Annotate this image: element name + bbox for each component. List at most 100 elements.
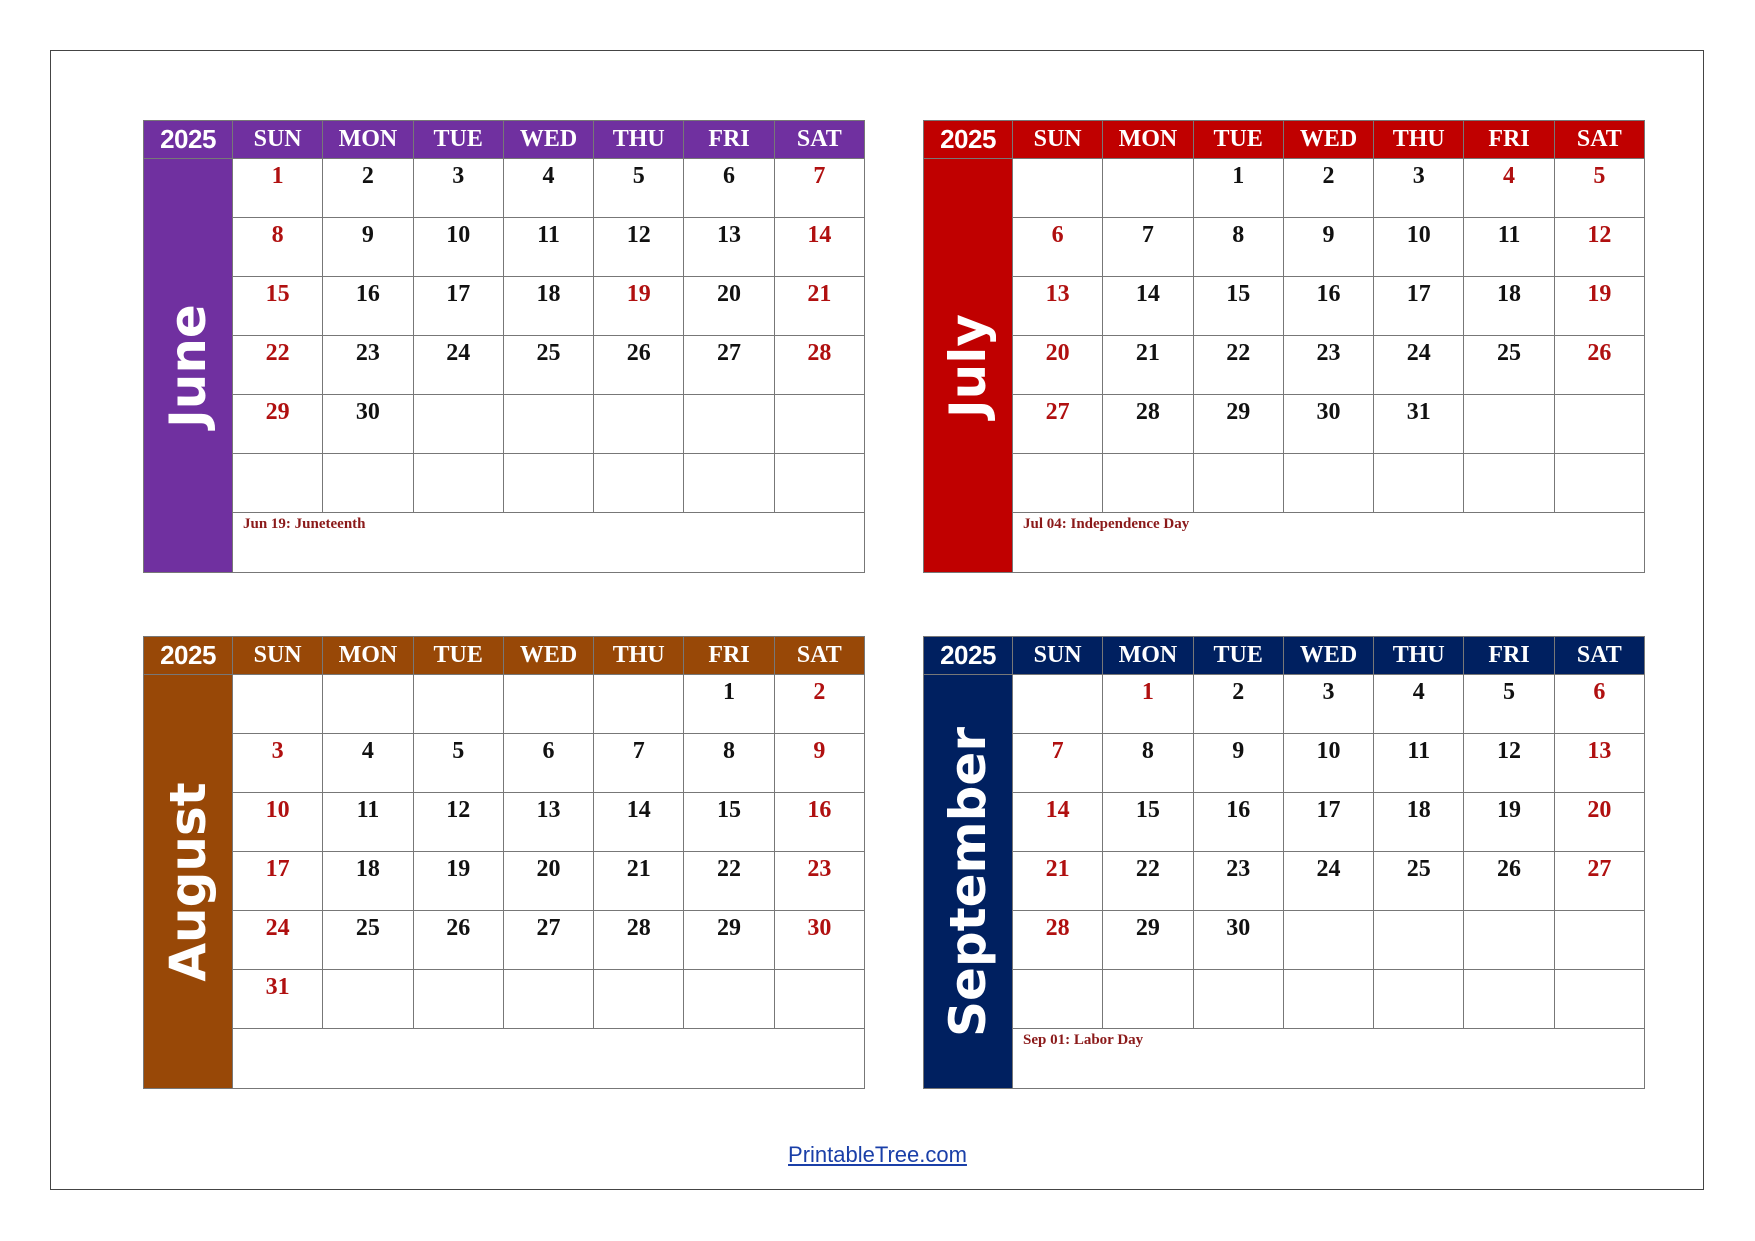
- weekday-sun: SUN: [231, 120, 324, 159]
- calendar-august: 2025 SUN MON TUE WED THU FRI SAT August 1 2 3 4 5 6 7 8 9…: [143, 636, 866, 1095]
- day-cell: 25: [322, 910, 414, 970]
- day-cell: 19: [593, 276, 685, 336]
- day-cell: 16: [322, 276, 414, 336]
- weekday-mon: MON: [322, 120, 414, 159]
- calendar-july: 2025 SUN MON TUE WED THU FRI SAT July 1 2 3 4 5 6 7 8 9 10…: [923, 120, 1646, 579]
- day-cell: 1: [683, 674, 775, 734]
- empty-cell: [773, 453, 866, 513]
- day-cell: 6: [683, 158, 775, 218]
- empty-cell: [683, 453, 775, 513]
- day-cell: 30: [773, 910, 866, 970]
- week-row: [924, 453, 1646, 513]
- day-cell: 6: [502, 733, 595, 793]
- calendar-september: 2025 SUN MON TUE WED THU FRI SAT September 1 2 3 4 5 6…: [923, 636, 1646, 1095]
- empty-cell: [1011, 453, 1104, 513]
- day-cell: 26: [593, 335, 685, 395]
- printabletree-link[interactable]: PrintableTree.com: [788, 1142, 967, 1167]
- month-grid: 2025 SUN MON TUE WED THU FRI SAT August 1 2 3 4 5 6 7 8 9…: [143, 636, 866, 1089]
- day-cell: 19: [1463, 792, 1555, 852]
- empty-cell: [231, 674, 324, 734]
- week-row: 22 23 24 25 26 27 28: [144, 335, 866, 395]
- day-cell: 18: [502, 276, 595, 336]
- day-cell: 20: [1553, 792, 1646, 852]
- day-cell: 31: [231, 969, 324, 1029]
- empty-cell: [322, 453, 414, 513]
- day-cell: 28: [1102, 394, 1194, 454]
- year-label: 2025: [923, 120, 1013, 159]
- weekday-tue: TUE: [1192, 120, 1284, 159]
- day-cell: 26: [412, 910, 504, 970]
- day-cell: 7: [1011, 733, 1104, 793]
- day-cell: 14: [593, 792, 685, 852]
- calendar-june: 2025 SUN MON TUE WED THU FRI SAT June 1 2 3 4 5 6 7 8 9 10…: [143, 120, 866, 579]
- day-cell: 14: [1102, 276, 1194, 336]
- day-cell: 24: [1282, 851, 1375, 911]
- day-cell: 7: [773, 158, 866, 218]
- day-cell: 6: [1011, 217, 1104, 277]
- empty-cell: [593, 969, 685, 1029]
- day-cell: 9: [1192, 733, 1284, 793]
- empty-cell: [502, 394, 595, 454]
- empty-cell: [1373, 910, 1465, 970]
- day-cell: 10: [231, 792, 324, 852]
- day-cell: 13: [1553, 733, 1646, 793]
- empty-cell: [412, 969, 504, 1029]
- day-cell: 22: [1192, 335, 1284, 395]
- day-cell: 8: [231, 217, 324, 277]
- day-cell: 2: [773, 674, 866, 734]
- day-cell: 20: [683, 276, 775, 336]
- day-cell: 30: [1282, 394, 1375, 454]
- weekday-sun: SUN: [1011, 120, 1104, 159]
- header-row: 2025 SUN MON TUE WED THU FRI SAT: [923, 120, 1646, 159]
- week-row: 27 28 29 30 31: [924, 394, 1646, 454]
- month-name: August: [159, 781, 217, 982]
- day-cell: 23: [1282, 335, 1375, 395]
- day-cell: 2: [322, 158, 414, 218]
- day-cell: 10: [1282, 733, 1375, 793]
- day-cell: 29: [231, 394, 324, 454]
- day-cell: 9: [322, 217, 414, 277]
- weekday-sun: SUN: [231, 636, 324, 675]
- day-cell: 27: [502, 910, 595, 970]
- day-cell: 8: [1102, 733, 1194, 793]
- day-cell: 4: [322, 733, 414, 793]
- day-cell: 15: [231, 276, 324, 336]
- week-row: 21 22 23 24 25 26 27: [924, 851, 1646, 911]
- weekday-tue: TUE: [1192, 636, 1284, 675]
- year-label: 2025: [143, 636, 233, 675]
- week-row: 28 29 30: [924, 910, 1646, 970]
- header-row: 2025 SUN MON TUE WED THU FRI SAT: [143, 636, 866, 675]
- month-sidebar: July: [923, 158, 1013, 573]
- week-row: 31: [144, 969, 866, 1029]
- day-cell: 23: [773, 851, 866, 911]
- day-cell: 16: [773, 792, 866, 852]
- day-cell: 20: [1011, 335, 1104, 395]
- day-cell: 31: [1373, 394, 1465, 454]
- weekday-tue: TUE: [412, 636, 504, 675]
- day-cell: 30: [322, 394, 414, 454]
- weekday-thu: THU: [1373, 636, 1465, 675]
- day-cell: 3: [231, 733, 324, 793]
- day-cell: 21: [1102, 335, 1194, 395]
- weekday-thu: THU: [593, 120, 685, 159]
- day-cell: 11: [1463, 217, 1555, 277]
- page-border: [50, 50, 1704, 1190]
- empty-cell: [322, 969, 414, 1029]
- empty-cell: [593, 394, 685, 454]
- header-row: 2025 SUN MON TUE WED THU FRI SAT: [143, 120, 866, 159]
- holiday-notes: [232, 1028, 865, 1089]
- day-cell: 10: [412, 217, 504, 277]
- weekday-fri: FRI: [683, 120, 775, 159]
- day-cell: 24: [231, 910, 324, 970]
- month-name: July: [939, 313, 997, 418]
- empty-cell: [1463, 910, 1555, 970]
- day-cell: 22: [1102, 851, 1194, 911]
- day-cell: 25: [1373, 851, 1465, 911]
- weekday-sun: SUN: [1011, 636, 1104, 675]
- week-row: [924, 969, 1646, 1029]
- week-row: September 1 2 3 4 5 6: [923, 674, 1646, 1089]
- empty-cell: [1282, 453, 1375, 513]
- day-cell: 18: [1463, 276, 1555, 336]
- empty-cell: [1553, 910, 1646, 970]
- day-cell: 4: [502, 158, 595, 218]
